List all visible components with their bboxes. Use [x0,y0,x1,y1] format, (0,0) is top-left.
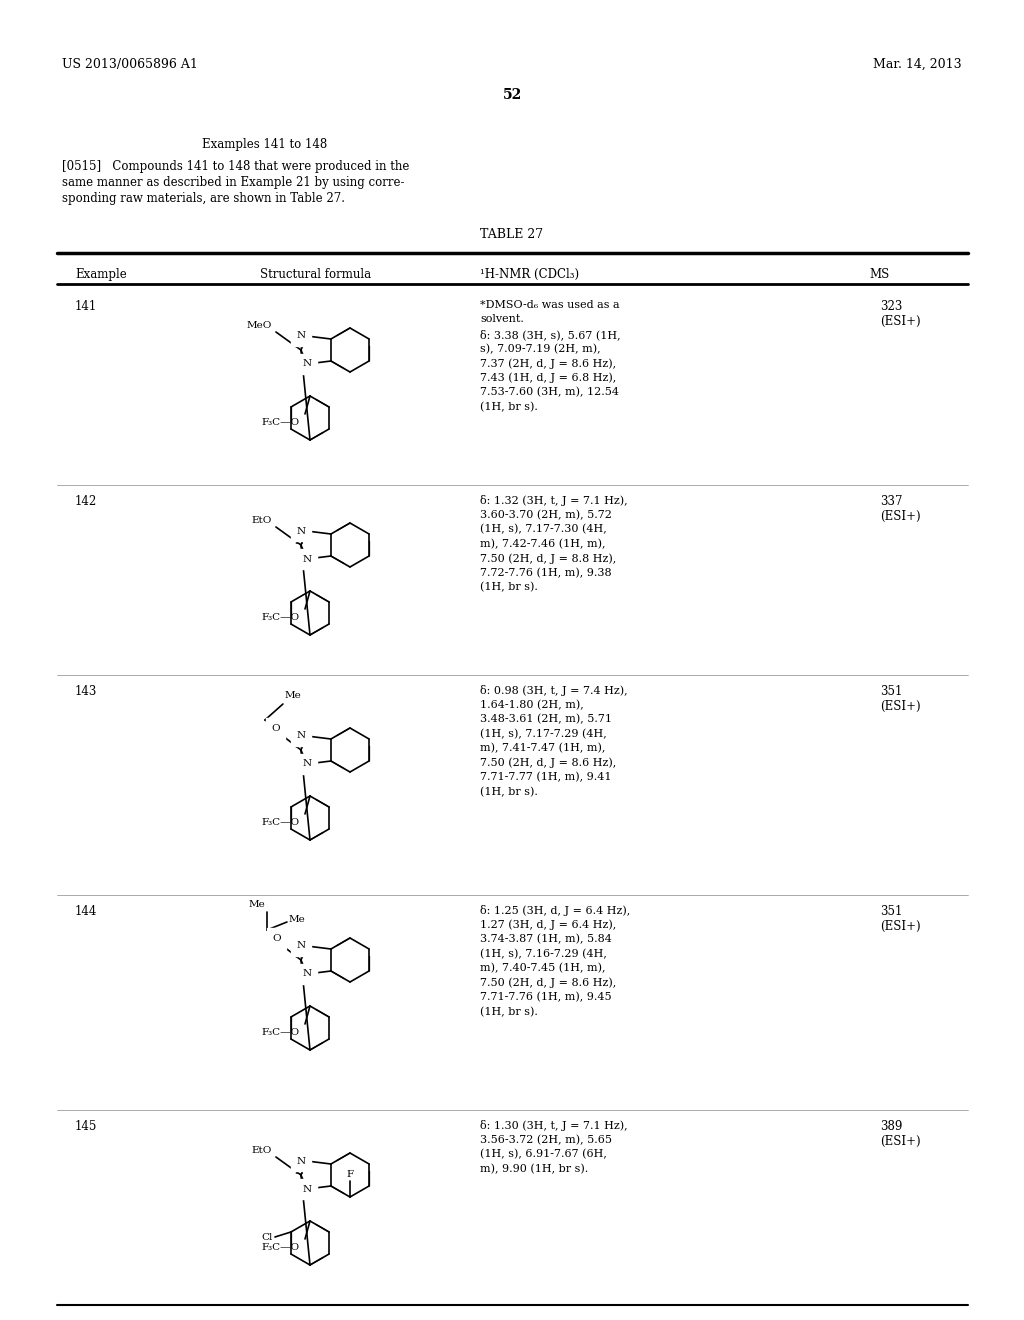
Text: m), 7.42-7.46 (1H, m),: m), 7.42-7.46 (1H, m), [480,539,605,549]
Text: 142: 142 [75,495,97,508]
Text: 389: 389 [880,1119,902,1133]
Text: (1H, s), 7.17-7.29 (4H,: (1H, s), 7.17-7.29 (4H, [480,729,607,739]
Text: (ESI+): (ESI+) [880,920,921,932]
Text: F₃C—O: F₃C—O [262,612,300,622]
Text: 1.27 (3H, d, J = 6.4 Hz),: 1.27 (3H, d, J = 6.4 Hz), [480,920,616,931]
Text: 7.50 (2H, d, J = 8.6 Hz),: 7.50 (2H, d, J = 8.6 Hz), [480,978,616,989]
Text: m), 7.40-7.45 (1H, m),: m), 7.40-7.45 (1H, m), [480,964,605,973]
Text: F₃C—O: F₃C—O [262,1028,300,1038]
Text: 7.71-7.77 (1H, m), 9.41: 7.71-7.77 (1H, m), 9.41 [480,772,611,783]
Text: EtO: EtO [252,516,272,525]
Text: m), 9.90 (1H, br s).: m), 9.90 (1H, br s). [480,1163,588,1173]
Text: 3.60-3.70 (2H, m), 5.72: 3.60-3.70 (2H, m), 5.72 [480,510,612,520]
Text: H: H [295,536,303,545]
Text: Structural formula: Structural formula [260,268,371,281]
Text: Mar. 14, 2013: Mar. 14, 2013 [873,58,962,71]
Text: sponding raw materials, are shown in Table 27.: sponding raw materials, are shown in Tab… [62,191,345,205]
Text: N: N [297,527,306,536]
Text: H: H [295,952,303,961]
Text: 143: 143 [75,685,97,698]
Text: N: N [297,1156,306,1166]
Text: δ: 1.30 (3H, t, J = 7.1 Hz),: δ: 1.30 (3H, t, J = 7.1 Hz), [480,1119,628,1131]
Text: δ: 3.38 (3H, s), 5.67 (1H,: δ: 3.38 (3H, s), 5.67 (1H, [480,329,621,339]
Text: same manner as described in Example 21 by using corre-: same manner as described in Example 21 b… [62,176,404,189]
Text: Cl: Cl [261,1233,273,1242]
Text: *DMSO-d₆ was used as a: *DMSO-d₆ was used as a [480,300,620,310]
Text: [0515]   Compounds 141 to 148 that were produced in the: [0515] Compounds 141 to 148 that were pr… [62,160,410,173]
Text: Me: Me [289,916,306,924]
Text: 144: 144 [75,906,97,917]
Text: 337: 337 [880,495,902,508]
Text: m), 7.41-7.47 (1H, m),: m), 7.41-7.47 (1H, m), [480,743,605,754]
Text: 7.50 (2H, d, J = 8.8 Hz),: 7.50 (2H, d, J = 8.8 Hz), [480,553,616,564]
Text: N: N [302,969,311,978]
Text: 3.74-3.87 (1H, m), 5.84: 3.74-3.87 (1H, m), 5.84 [480,935,612,944]
Text: (ESI+): (ESI+) [880,510,921,523]
Text: (1H, br s).: (1H, br s). [480,1006,538,1016]
Text: H: H [295,342,303,351]
Text: (ESI+): (ESI+) [880,1134,921,1147]
Text: Me: Me [248,900,265,909]
Text: (1H, br s).: (1H, br s). [480,582,538,593]
Text: 351: 351 [880,685,902,698]
Text: N: N [297,941,306,950]
Text: (1H, br s).: (1H, br s). [480,787,538,797]
Text: EtO: EtO [252,1146,272,1155]
Text: F₃C—O: F₃C—O [262,818,300,828]
Text: 145: 145 [75,1119,97,1133]
Text: ¹H-NMR (CDCl₃): ¹H-NMR (CDCl₃) [480,268,580,281]
Text: Example: Example [75,268,127,281]
Text: 7.50 (2H, d, J = 8.6 Hz),: 7.50 (2H, d, J = 8.6 Hz), [480,758,616,768]
Text: 1.64-1.80 (2H, m),: 1.64-1.80 (2H, m), [480,700,584,710]
Text: 141: 141 [75,300,97,313]
Text: TABLE 27: TABLE 27 [480,228,544,242]
Text: (ESI+): (ESI+) [880,314,921,327]
Text: 3.48-3.61 (2H, m), 5.71: 3.48-3.61 (2H, m), 5.71 [480,714,612,725]
Text: 52: 52 [503,88,521,102]
Text: F₃C—O: F₃C—O [262,418,300,426]
Text: (1H, s), 6.91-7.67 (6H,: (1H, s), 6.91-7.67 (6H, [480,1148,607,1159]
Text: H: H [295,1167,303,1176]
Text: N: N [302,1184,311,1193]
Text: N: N [297,731,306,741]
Text: s), 7.09-7.19 (2H, m),: s), 7.09-7.19 (2H, m), [480,343,601,354]
Text: (1H, s), 7.16-7.29 (4H,: (1H, s), 7.16-7.29 (4H, [480,949,607,958]
Text: 351: 351 [880,906,902,917]
Text: N: N [302,359,311,368]
Text: 3.56-3.72 (2H, m), 5.65: 3.56-3.72 (2H, m), 5.65 [480,1134,612,1144]
Text: 7.71-7.76 (1H, m), 9.45: 7.71-7.76 (1H, m), 9.45 [480,993,611,1002]
Text: MeO: MeO [247,321,272,330]
Text: 7.43 (1H, d, J = 6.8 Hz),: 7.43 (1H, d, J = 6.8 Hz), [480,372,616,383]
Text: 7.37 (2H, d, J = 8.6 Hz),: 7.37 (2H, d, J = 8.6 Hz), [480,358,616,368]
Text: O: O [272,935,281,942]
Text: δ: 1.32 (3H, t, J = 7.1 Hz),: δ: 1.32 (3H, t, J = 7.1 Hz), [480,495,628,506]
Text: Me: Me [285,690,302,700]
Text: F₃C—O: F₃C—O [262,1243,300,1251]
Text: MS: MS [869,268,890,281]
Text: N: N [302,554,311,564]
Text: H: H [295,742,303,751]
Text: δ: 0.98 (3H, t, J = 7.4 Hz),: δ: 0.98 (3H, t, J = 7.4 Hz), [480,685,628,696]
Text: US 2013/0065896 A1: US 2013/0065896 A1 [62,58,198,71]
Text: (1H, s), 7.17-7.30 (4H,: (1H, s), 7.17-7.30 (4H, [480,524,607,535]
Text: N: N [302,759,311,768]
Text: δ: 1.25 (3H, d, J = 6.4 Hz),: δ: 1.25 (3H, d, J = 6.4 Hz), [480,906,630,916]
Text: (1H, br s).: (1H, br s). [480,401,538,412]
Text: 7.72-7.76 (1H, m), 9.38: 7.72-7.76 (1H, m), 9.38 [480,568,611,578]
Text: 7.53-7.60 (3H, m), 12.54: 7.53-7.60 (3H, m), 12.54 [480,387,618,397]
Text: (ESI+): (ESI+) [880,700,921,713]
Text: O: O [271,723,280,733]
Text: F: F [346,1170,353,1179]
Text: 323: 323 [880,300,902,313]
Text: Examples 141 to 148: Examples 141 to 148 [203,139,328,150]
Text: N: N [297,331,306,341]
Text: solvent.: solvent. [480,314,524,325]
